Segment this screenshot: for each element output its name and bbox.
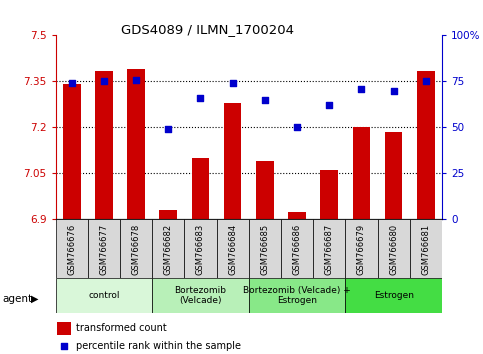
Bar (249, 219, 281, 278)
Text: percentile rank within the sample: percentile rank within the sample (76, 341, 241, 351)
Text: Estrogen: Estrogen (374, 291, 413, 300)
Bar (417, 71, 435, 219)
Bar (185, 219, 216, 278)
Point (261, 97, 269, 103)
Point (293, 125, 301, 130)
Point (132, 77, 140, 82)
Bar (192, 158, 209, 219)
Text: transformed count: transformed count (76, 323, 167, 333)
Text: GSM766676: GSM766676 (67, 224, 76, 275)
Text: GSM766684: GSM766684 (228, 224, 237, 275)
Bar (345, 219, 378, 278)
Point (164, 126, 172, 132)
Bar (120, 219, 152, 278)
Text: agent: agent (2, 294, 32, 304)
Bar (216, 219, 249, 278)
Point (422, 79, 430, 84)
Bar (63, 85, 81, 219)
Bar (56, 219, 88, 278)
Bar (281, 219, 313, 278)
Text: GSM766687: GSM766687 (325, 224, 334, 275)
Bar (410, 219, 442, 278)
Text: GDS4089 / ILMN_1700204: GDS4089 / ILMN_1700204 (121, 23, 294, 36)
Point (326, 103, 333, 108)
Text: GSM766682: GSM766682 (164, 224, 173, 275)
FancyBboxPatch shape (152, 278, 249, 313)
Point (229, 80, 237, 86)
Text: GSM766679: GSM766679 (357, 224, 366, 275)
Bar (152, 219, 185, 278)
Bar (313, 219, 345, 278)
Bar (288, 212, 306, 219)
Point (100, 79, 108, 84)
Bar (127, 69, 145, 219)
Text: control: control (88, 291, 120, 300)
Text: GSM766680: GSM766680 (389, 224, 398, 275)
Text: Bortezomib (Velcade) +
Estrogen: Bortezomib (Velcade) + Estrogen (243, 286, 351, 305)
Text: GSM766686: GSM766686 (293, 224, 301, 275)
Text: GSM766681: GSM766681 (421, 224, 430, 275)
Bar (88, 219, 120, 278)
Bar (378, 219, 410, 278)
Bar (95, 71, 113, 219)
Bar (353, 127, 370, 219)
Point (68, 80, 75, 86)
FancyBboxPatch shape (56, 278, 152, 313)
Text: GSM766683: GSM766683 (196, 224, 205, 275)
Text: GSM766685: GSM766685 (260, 224, 270, 275)
Text: GSM766677: GSM766677 (99, 224, 108, 275)
Bar (224, 103, 242, 219)
Bar (320, 170, 338, 219)
FancyBboxPatch shape (345, 278, 442, 313)
Text: GSM766678: GSM766678 (131, 224, 141, 275)
Point (197, 95, 204, 101)
Text: Bortezomib
(Velcade): Bortezomib (Velcade) (174, 286, 227, 305)
Point (357, 86, 365, 92)
Bar (57, 322, 71, 335)
Point (390, 88, 398, 93)
Bar (256, 161, 274, 219)
Bar (385, 132, 402, 219)
Point (60, 343, 68, 349)
FancyBboxPatch shape (249, 278, 345, 313)
Bar (159, 210, 177, 219)
Text: ▶: ▶ (31, 294, 39, 304)
